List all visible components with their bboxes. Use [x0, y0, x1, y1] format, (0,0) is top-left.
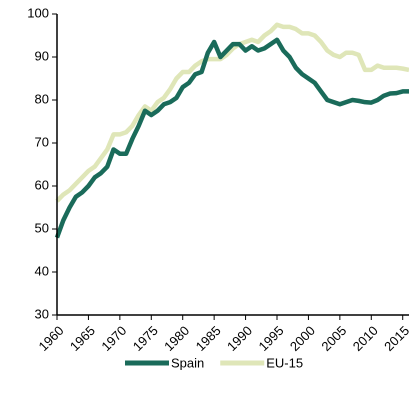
x-tick-label: 2005 [318, 323, 349, 354]
y-tick-label: 40 [35, 263, 49, 278]
y-tick-label: 90 [35, 48, 49, 63]
x-tick-label: 2000 [287, 323, 318, 354]
x-tick-label: 1960 [35, 323, 66, 354]
x-tick-label: 2015 [381, 323, 409, 354]
y-tick-label: 70 [35, 134, 49, 149]
y-tick-label: 100 [27, 5, 49, 20]
x-tick-label: 1985 [193, 323, 224, 354]
x-tick-label: 1965 [67, 323, 98, 354]
series-line [55, 22, 409, 203]
x-tick-label: 1990 [224, 323, 255, 354]
series-line [54, 37, 409, 239]
x-tick-label: 1980 [161, 323, 192, 354]
y-tick-label: 30 [35, 306, 49, 321]
x-tick-label: 1995 [255, 323, 286, 354]
x-tick-label: 1970 [98, 323, 129, 354]
x-tick-label: 1975 [130, 323, 161, 354]
y-tick-label: 80 [35, 91, 49, 106]
legend-label: EU-15 [266, 355, 303, 370]
y-tick-label: 50 [35, 220, 49, 235]
x-tick-label: 2010 [350, 323, 381, 354]
legend-label: Spain [171, 355, 204, 370]
y-tick-label: 60 [35, 177, 49, 192]
